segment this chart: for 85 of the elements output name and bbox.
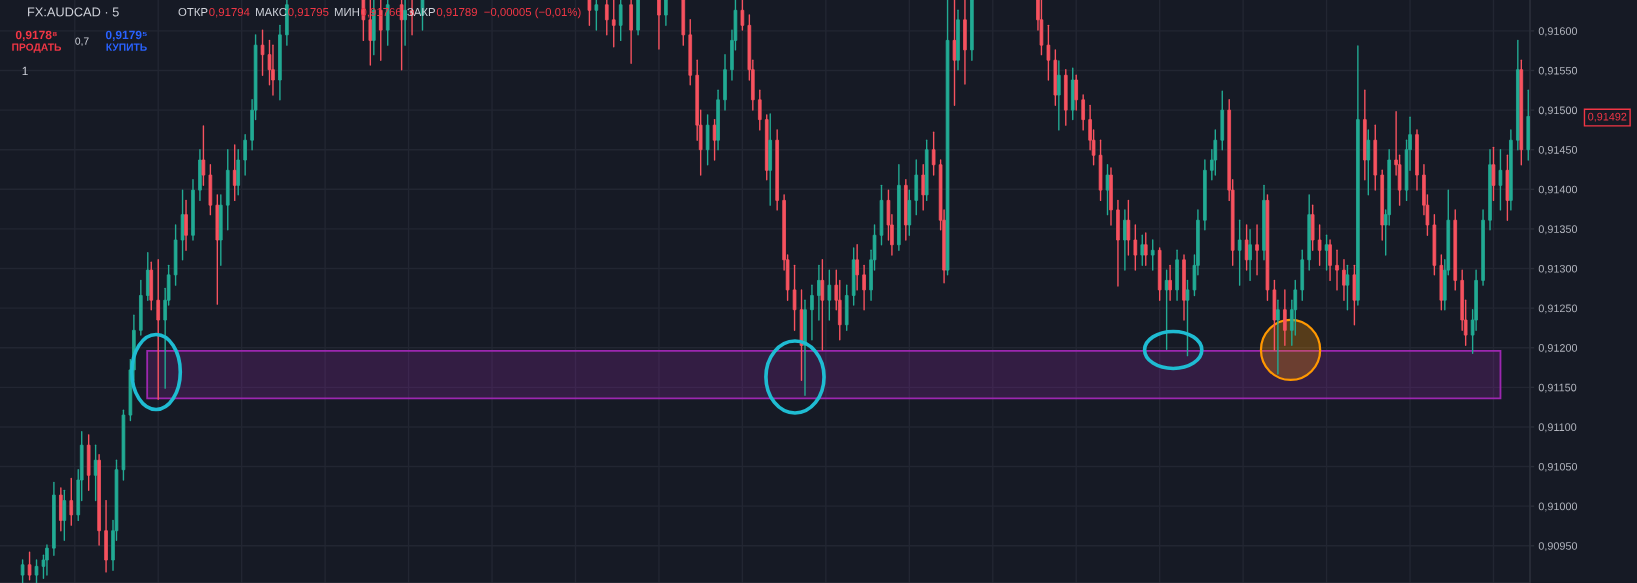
candlestick (1335, 249, 1339, 291)
candlestick (260, 29, 265, 76)
candlestick (1237, 219, 1242, 286)
candlestick (587, 0, 592, 27)
candlestick (1255, 224, 1259, 276)
y-tick-label: 0,90950 (1538, 542, 1578, 552)
candlestick (1276, 299, 1280, 375)
y-tick-label: 0,91600 (1538, 27, 1578, 37)
annotation: 0,9178⁸ (15, 30, 57, 41)
candlestick (740, 0, 745, 31)
candlestick (1140, 234, 1145, 267)
y-tick-label: 0,91000 (1538, 502, 1578, 512)
candlestick (1244, 224, 1249, 271)
candlestick (1133, 224, 1138, 271)
candlestick (184, 199, 188, 252)
candlestick (1366, 129, 1371, 196)
candlestick (1126, 199, 1131, 256)
candlestick (611, 0, 616, 48)
candlestick (403, 0, 407, 46)
candlestick (604, 0, 609, 36)
candlestick (34, 559, 39, 583)
y-tick-label: 0,91550 (1538, 66, 1578, 76)
y-tick-label: 0,91350 (1538, 225, 1578, 235)
candlestick (156, 259, 161, 400)
annotation: ПРОДАТЬ (12, 43, 62, 53)
candlestick (664, 0, 668, 27)
annotation: 0,91794 (209, 7, 250, 18)
y-tick-label: 0,91300 (1538, 264, 1578, 274)
candlestick (1057, 60, 1061, 131)
candlestick (862, 264, 866, 311)
candlestick (1345, 264, 1350, 311)
annotation: 0,91795 (288, 7, 329, 18)
candlestick (20, 559, 25, 583)
candlestick (1317, 224, 1322, 267)
y-tick-label: 0,91200 (1538, 344, 1578, 354)
candlestick (855, 244, 859, 291)
candlestick (1283, 289, 1287, 347)
text: 0,91492 (1588, 112, 1627, 122)
candlestick (1213, 129, 1218, 176)
candlestick (594, 0, 599, 31)
candlestick (271, 44, 275, 96)
candlestick (1324, 234, 1329, 271)
candlestick (657, 0, 661, 50)
candlestick (1342, 259, 1346, 301)
candlestick (1143, 232, 1148, 267)
candlestick (243, 133, 247, 176)
y-tick-label: 0,91450 (1538, 146, 1578, 156)
candlestick (820, 259, 825, 351)
candlestick (1248, 229, 1252, 282)
candlestick (921, 164, 926, 211)
annotation: ОТКР (178, 7, 208, 17)
chart-title: FX:AUDCAD · 5 (28, 7, 119, 17)
candlestick (810, 284, 814, 341)
annotation: 0,9179⁵ (105, 30, 147, 41)
y-tick-label: 0,91250 (1538, 304, 1578, 314)
candlestick (1074, 74, 1079, 111)
candlestick (618, 0, 623, 42)
candlestick (1185, 279, 1190, 357)
y-tick-label: 0,91150 (1538, 383, 1577, 393)
annotation: КУПИТЬ (106, 43, 147, 51)
candlestick (827, 269, 832, 321)
candlestick (757, 89, 762, 131)
y-tick-label: 0,91400 (1538, 185, 1578, 195)
candlestick (931, 131, 936, 176)
annotation: −0,00005 (−0,01%) (484, 7, 581, 19)
annotation: 0,7 (75, 37, 89, 46)
annotation: 0,91789 (436, 7, 477, 18)
candlestick (792, 264, 797, 332)
y-tick-label: 0,91500 (1538, 106, 1578, 116)
annotation: МИН (334, 8, 359, 16)
candlestick (1491, 146, 1496, 202)
candlestick (1328, 239, 1332, 282)
candlestick (27, 551, 32, 581)
annotation: 1 (22, 66, 28, 76)
candlestick (69, 477, 74, 526)
candlestick (201, 125, 206, 187)
y-tick-label: 0,91100 (1538, 423, 1577, 433)
candlestick (1168, 264, 1172, 301)
candlestick (45, 544, 49, 576)
candlestick (1150, 239, 1155, 271)
candlestick (1498, 149, 1503, 211)
candlestick (1046, 24, 1051, 81)
y-tick-label: 0,91050 (1538, 462, 1578, 472)
candlestick (1081, 94, 1085, 131)
candlestick (1105, 164, 1110, 216)
